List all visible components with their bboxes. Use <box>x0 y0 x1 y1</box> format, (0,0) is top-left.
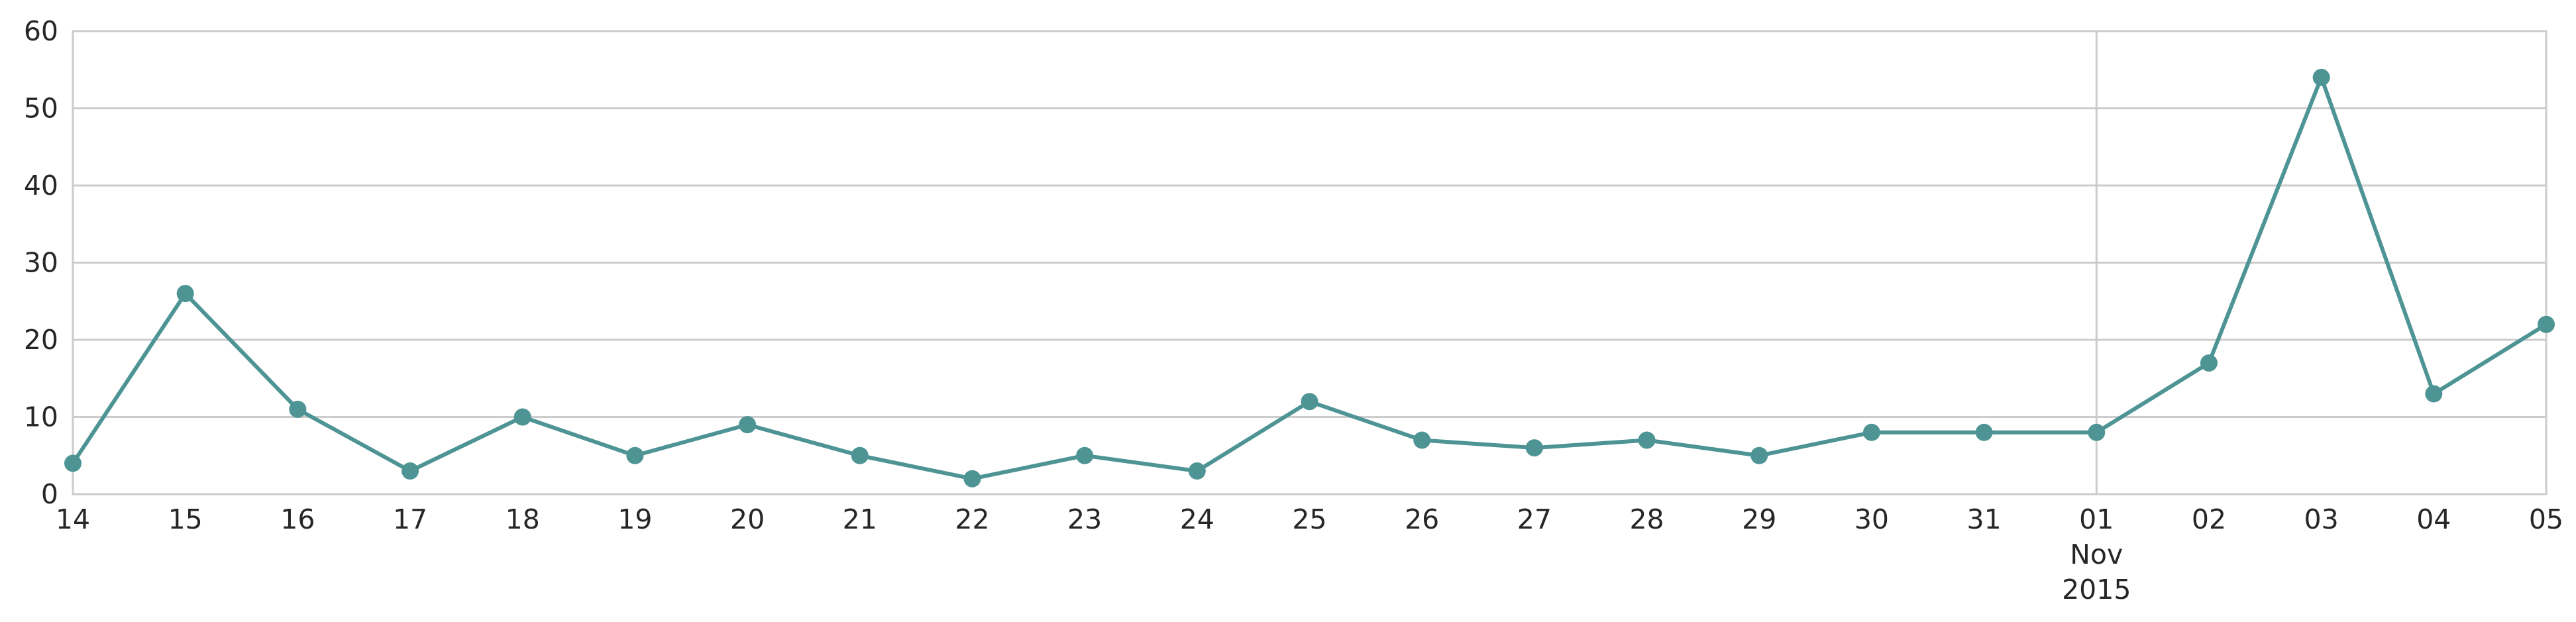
y-tick-label: 50 <box>24 93 58 125</box>
data-point <box>1188 462 1206 480</box>
data-point <box>2538 315 2555 333</box>
data-point <box>739 416 757 434</box>
data-point <box>626 446 644 464</box>
data-point <box>513 408 531 426</box>
data-point <box>1638 431 1656 449</box>
x-tick-label: 18 <box>506 503 540 535</box>
x-tick-label: 16 <box>280 503 315 535</box>
data-point <box>289 400 307 418</box>
x-tick-label: 23 <box>1067 503 1102 535</box>
data-point <box>1975 423 1993 441</box>
plot-frame <box>72 30 2548 495</box>
x-tick-label: 26 <box>1405 503 1439 535</box>
data-point <box>2200 354 2218 372</box>
data-point <box>851 446 869 464</box>
x-tick-label: 20 <box>730 503 765 535</box>
data-point <box>2312 68 2330 86</box>
x-tick-label: 28 <box>1629 503 1664 535</box>
y-tick-label: 20 <box>24 324 58 356</box>
x-tick-month-label: Nov <box>2070 539 2123 570</box>
x-tick-label: 04 <box>2416 503 2451 535</box>
data-point <box>963 470 981 488</box>
x-tick-year-label: 2015 <box>2062 574 2131 605</box>
grid <box>73 30 2546 495</box>
x-tick-label: 14 <box>56 503 90 535</box>
x-axis: 14 15 16 17 18 19 20 21 22 23 24 25 26 27 28 29 30 31 01 02… <box>56 503 2563 605</box>
x-tick-label: 24 <box>1180 503 1214 535</box>
data-point <box>1301 393 1318 411</box>
x-tick-label: 29 <box>1742 503 1776 535</box>
x-tick-label: 21 <box>843 503 877 535</box>
series-line <box>71 75 2548 481</box>
y-tick-label: 40 <box>24 170 58 201</box>
data-point <box>1525 439 1543 457</box>
y-tick-label: 10 <box>24 401 58 433</box>
x-tick-label: 30 <box>1854 503 1889 535</box>
series <box>64 68 2555 488</box>
x-tick-label: 01 <box>2079 503 2114 535</box>
x-tick-label: 25 <box>1292 503 1326 535</box>
x-tick-label: 19 <box>617 503 652 535</box>
x-tick-label: 17 <box>393 503 427 535</box>
data-point <box>64 454 81 472</box>
x-tick-label: 22 <box>955 503 989 535</box>
data-point <box>402 462 419 480</box>
data-point <box>1076 446 1094 464</box>
data-point <box>176 285 194 303</box>
y-tick-label: 30 <box>24 247 58 279</box>
x-tick-label: 05 <box>2529 503 2563 535</box>
y-tick-label: 60 <box>24 15 58 47</box>
data-point <box>1750 446 1768 464</box>
y-axis: 0 10 20 30 40 50 60 <box>24 15 58 510</box>
data-point <box>2088 423 2106 441</box>
data-point <box>1413 431 1431 449</box>
y-tick-label: 0 <box>41 478 58 510</box>
x-tick-label: 27 <box>1517 503 1552 535</box>
data-point <box>2425 385 2443 403</box>
x-tick-label: 03 <box>2304 503 2339 535</box>
x-tick-label: 15 <box>168 503 203 535</box>
x-tick-label: 02 <box>2192 503 2226 535</box>
x-tick-label: 31 <box>1967 503 2002 535</box>
data-point <box>1862 423 1880 441</box>
